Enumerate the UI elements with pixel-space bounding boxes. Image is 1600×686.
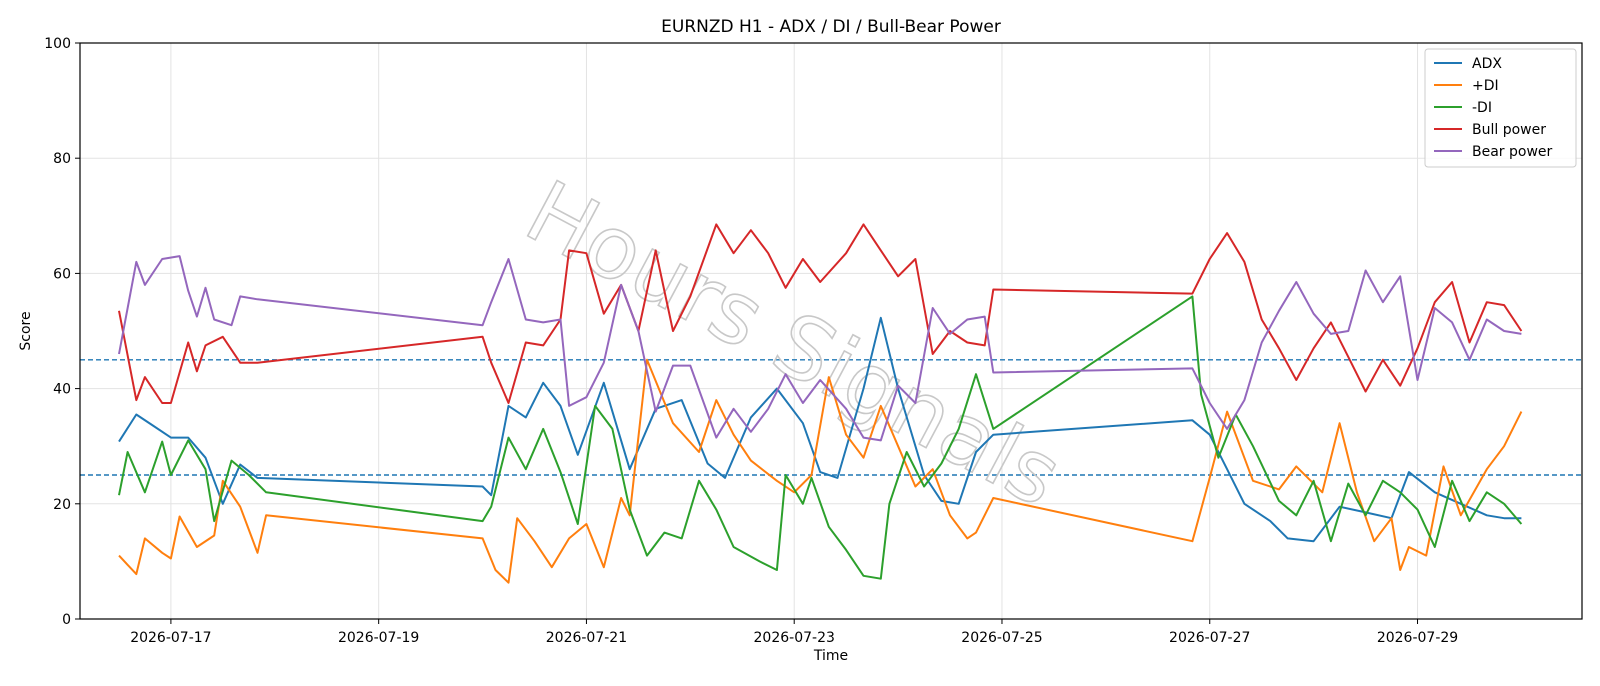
legend-box bbox=[1424, 48, 1577, 168]
x-tick-label: 2026-07-23 bbox=[754, 630, 835, 646]
x-axis-label: Time bbox=[813, 648, 848, 664]
series-line-bear-power bbox=[118, 255, 1522, 442]
plot-frame bbox=[79, 42, 1583, 620]
series-line-adx bbox=[118, 316, 1522, 543]
y-tick-label: 0 bbox=[62, 612, 71, 628]
x-tick-label: 2026-07-19 bbox=[338, 630, 419, 646]
y-tick-label: 60 bbox=[53, 266, 71, 282]
y-tick-label: 80 bbox=[53, 151, 71, 167]
series-line-bull-power bbox=[118, 223, 1523, 404]
y-tick-label: 20 bbox=[53, 497, 71, 513]
legend-label: Bull power bbox=[1472, 122, 1546, 138]
legend-label: ADX bbox=[1472, 56, 1502, 72]
x-tick-label: 2026-07-21 bbox=[546, 630, 627, 646]
legend-label: +DI bbox=[1472, 78, 1499, 94]
x-tick-label: 2026-07-29 bbox=[1377, 630, 1458, 646]
legend: ADX +DI -DI Bull power Bear power bbox=[1424, 48, 1577, 168]
chart-title: EURNZD H1 - ADX / DI / Bull-Bear Power bbox=[661, 17, 1001, 37]
series-lines bbox=[118, 223, 1523, 584]
series-line--di bbox=[118, 295, 1523, 580]
y-axis-ticks: 0 20 40 60 80 100 bbox=[44, 36, 80, 628]
legend-label: -DI bbox=[1472, 100, 1492, 116]
x-tick-label: 2026-07-17 bbox=[130, 630, 211, 646]
y-axis-label: Score bbox=[18, 311, 34, 350]
y-tick-label: 100 bbox=[44, 36, 71, 52]
reference-lines bbox=[80, 359, 1582, 476]
x-tick-label: 2026-07-25 bbox=[961, 630, 1042, 646]
series-line--di bbox=[118, 358, 1523, 584]
x-tick-label: 2026-07-27 bbox=[1169, 630, 1250, 646]
y-tick-label: 40 bbox=[53, 382, 71, 398]
legend-label: Bear power bbox=[1472, 144, 1553, 160]
x-axis-ticks: 2026-07-17 2026-07-19 2026-07-21 2026-07-23… bbox=[130, 619, 1458, 646]
